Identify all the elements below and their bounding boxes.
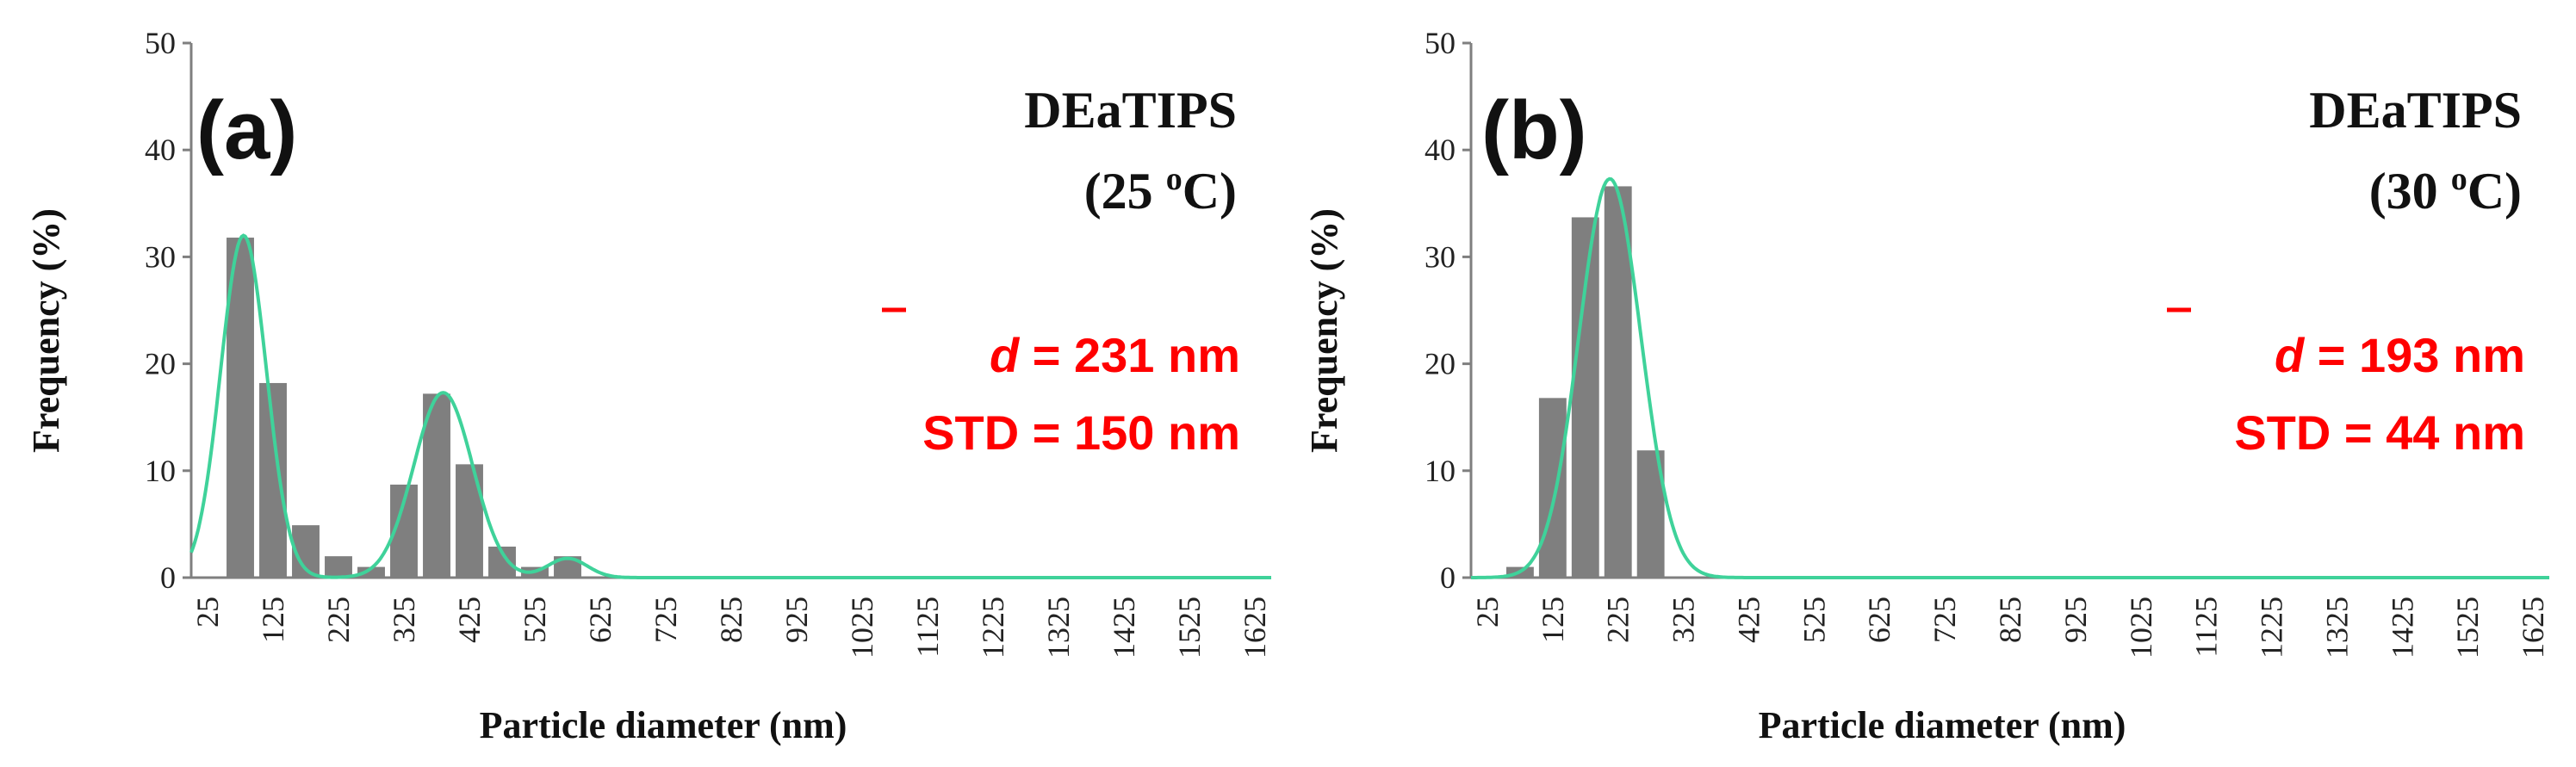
x-tick-label: 725 [1927,597,1962,643]
temperature-label: (25 oC) [1084,161,1237,220]
x-tick-label: 1325 [1041,597,1076,659]
y-tick-label: 0 [160,560,176,595]
y-tick-label: 20 [1425,347,1456,381]
fit-curve [189,233,1271,579]
sample-name: DEaTIPS [1024,82,1237,139]
histogram-bar [357,566,385,578]
x-tick-label: 825 [1993,597,2027,643]
x-tick-label: 1425 [2385,597,2419,659]
x-tick-label: 1125 [910,597,945,658]
std-label: STD = 150 nm [922,405,1240,460]
x-tick-label: 225 [1601,597,1636,643]
histogram-bar [325,556,352,578]
x-tick-label: 725 [649,597,683,643]
plot-area: 0 10 20 30 40 50 25 125 225 325 425 525 625 725 825 925… [1425,26,2550,659]
plot-area: 0 10 20 30 40 50 25 125 225 325 425 525 625 725 825 925… [145,26,1272,659]
temperature-unit: C) [2467,163,2522,220]
x-tick-label: 1625 [1238,597,1272,659]
x-tick-label: 425 [452,597,487,643]
x-tick-label: 225 [321,597,356,643]
fit-curve [1471,176,2549,579]
panel-label: (a) [196,84,297,176]
y-tick-label: 40 [145,133,176,167]
x-tick-label: 125 [1536,597,1570,643]
chart-panel-a: Frequency (%) Particle diameter (nm) (a)… [25,26,1272,746]
x-tick-label: 525 [1797,597,1831,643]
mean-diameter-label: d = 193 nm [2275,328,2525,382]
x-tick-label: 1225 [976,597,1010,659]
x-axis-title: Particle diameter (nm) [480,704,847,746]
y-tick-label: 50 [145,26,176,60]
histogram-bar [423,393,450,578]
y-axis-title: Frequency (%) [25,208,67,453]
y-tick-label: 40 [1425,133,1456,167]
temperature-value: (25 [1084,163,1166,220]
x-tick-label: 925 [2058,597,2093,643]
x-tick-label: 1525 [2450,597,2485,659]
histogram-bar [1571,217,1599,578]
sample-name: DEaTIPS [2309,82,2522,139]
x-tick-label: 525 [518,597,552,643]
y-tick-label: 50 [1425,26,1456,60]
y-tick-label: 10 [1425,454,1456,488]
x-tick-label: 625 [1862,597,1896,643]
x-tick-label: 1225 [2255,597,2289,659]
std-label: STD = 44 nm [2234,405,2525,460]
x-axis-title: Particle diameter (nm) [1759,704,2126,746]
degree-superscript: o [1166,161,1182,197]
y-axis-title: Frequency (%) [1303,208,1345,453]
temperature-label: (30 oC) [2369,161,2522,220]
x-tick-label: 425 [1731,597,1766,643]
panel-label: (b) [1481,84,1587,176]
x-tick-label: 125 [256,597,290,643]
x-tick-label: 325 [1667,597,1701,643]
histogram-bar [456,464,483,578]
y-tick-label: 10 [145,454,176,488]
x-tick-label: 1025 [845,597,879,659]
x-tick-label: 1325 [2319,597,2354,659]
histogram-bar [1538,398,1567,578]
y-tick-label: 0 [1440,560,1456,595]
mean-value: = 193 nm [2304,328,2525,382]
mean-symbol: d [990,328,1021,382]
x-tick-label: 1425 [1107,597,1141,659]
mean-symbol: d [2275,328,2306,382]
x-tick-label: 25 [1470,597,1505,628]
x-tick-label: 1625 [2516,597,2550,659]
x-tick-label: 1125 [2189,597,2224,658]
histogram-bar [259,382,287,578]
x-tick-label: 625 [583,597,618,643]
y-tick-label: 20 [145,347,176,381]
y-tick-label: 30 [1425,239,1456,274]
x-tick-label: 325 [387,597,421,643]
mean-diameter-label: d = 231 nm [990,328,1240,382]
degree-superscript: o [2451,161,2467,197]
x-tick-label: 1025 [2124,597,2158,659]
temperature-unit: C) [1182,163,1237,220]
mean-value: = 231 nm [1019,328,1240,382]
x-tick-label: 825 [714,597,748,643]
x-tick-label: 1525 [1172,597,1207,659]
temperature-value: (30 [2369,163,2451,220]
x-tick-label: 925 [779,597,814,643]
x-tick-label: 25 [190,597,225,628]
histogram-bar [1604,186,1632,578]
chart-panel-b: Frequency (%) Particle diameter (nm) (b)… [1303,26,2550,746]
y-tick-label: 30 [145,239,176,274]
